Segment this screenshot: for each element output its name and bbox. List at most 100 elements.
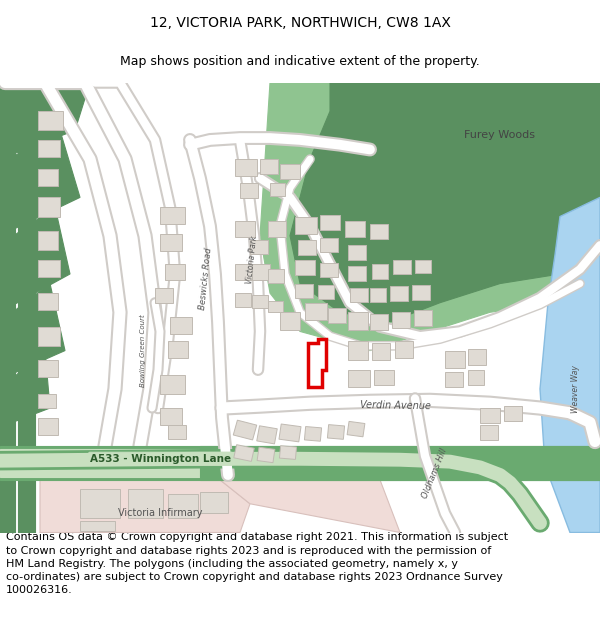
Polygon shape [160, 207, 185, 224]
Polygon shape [347, 421, 365, 437]
Polygon shape [160, 374, 185, 394]
Polygon shape [0, 207, 70, 312]
Polygon shape [445, 372, 463, 387]
Polygon shape [268, 221, 286, 237]
Polygon shape [370, 288, 386, 302]
Polygon shape [468, 349, 486, 365]
Polygon shape [390, 82, 440, 131]
Polygon shape [270, 183, 285, 196]
Polygon shape [504, 406, 522, 421]
Polygon shape [395, 341, 413, 358]
Text: Map shows position and indicative extent of the property.: Map shows position and indicative extent… [120, 56, 480, 68]
Polygon shape [233, 420, 257, 440]
Polygon shape [38, 327, 60, 346]
Polygon shape [280, 164, 300, 179]
Polygon shape [280, 312, 300, 329]
Polygon shape [200, 446, 600, 480]
Polygon shape [0, 449, 600, 477]
Polygon shape [155, 288, 173, 302]
Polygon shape [370, 314, 388, 329]
Text: Victoria Park: Victoria Park [245, 235, 259, 284]
Text: Bowling Green Court: Bowling Green Court [140, 314, 146, 387]
Polygon shape [235, 221, 255, 237]
Polygon shape [0, 82, 90, 159]
Polygon shape [38, 198, 60, 216]
Polygon shape [320, 238, 338, 252]
Polygon shape [235, 293, 251, 306]
Polygon shape [279, 424, 301, 442]
Polygon shape [393, 259, 411, 274]
Polygon shape [38, 394, 56, 408]
Polygon shape [290, 82, 600, 322]
Text: A533 - Winnington Lane: A533 - Winnington Lane [90, 454, 231, 464]
Polygon shape [345, 221, 365, 237]
Polygon shape [234, 444, 254, 461]
Polygon shape [268, 301, 283, 312]
Polygon shape [415, 259, 431, 273]
Polygon shape [200, 492, 228, 513]
Polygon shape [445, 351, 465, 368]
Polygon shape [0, 446, 600, 480]
Polygon shape [128, 489, 163, 518]
Polygon shape [328, 308, 346, 323]
Polygon shape [540, 198, 600, 532]
Polygon shape [38, 140, 60, 157]
Polygon shape [260, 82, 600, 351]
Polygon shape [374, 370, 394, 385]
Polygon shape [298, 241, 316, 255]
Polygon shape [468, 370, 484, 385]
Text: Contains OS data © Crown copyright and database right 2021. This information is : Contains OS data © Crown copyright and d… [6, 532, 508, 595]
Polygon shape [168, 341, 188, 358]
Polygon shape [0, 284, 65, 379]
Text: Weaver Way: Weaver Way [571, 365, 580, 413]
Polygon shape [170, 317, 192, 334]
Text: Victoria Infirmary: Victoria Infirmary [118, 508, 202, 518]
Polygon shape [390, 286, 408, 301]
Text: Beswicks Road: Beswicks Road [198, 248, 214, 311]
Polygon shape [480, 425, 498, 439]
Polygon shape [257, 448, 275, 462]
Polygon shape [392, 312, 410, 328]
Polygon shape [308, 339, 326, 387]
Polygon shape [80, 521, 115, 531]
Polygon shape [220, 480, 400, 532]
Polygon shape [372, 264, 388, 279]
Polygon shape [0, 82, 15, 532]
Polygon shape [480, 408, 500, 423]
Polygon shape [250, 241, 268, 254]
Polygon shape [412, 286, 430, 300]
Polygon shape [304, 426, 322, 441]
Polygon shape [370, 224, 388, 239]
Polygon shape [38, 111, 63, 131]
Polygon shape [0, 351, 50, 427]
Polygon shape [260, 159, 278, 174]
Polygon shape [348, 245, 366, 259]
Polygon shape [414, 311, 432, 326]
Polygon shape [295, 259, 315, 275]
Polygon shape [240, 183, 258, 198]
Polygon shape [320, 262, 338, 277]
Polygon shape [348, 341, 368, 360]
Polygon shape [318, 286, 334, 299]
Polygon shape [235, 264, 253, 280]
Text: 12, VICTORIA PARK, NORTHWICH, CW8 1AX: 12, VICTORIA PARK, NORTHWICH, CW8 1AX [149, 16, 451, 30]
Polygon shape [160, 234, 182, 251]
Polygon shape [38, 231, 58, 250]
Polygon shape [328, 424, 344, 439]
Polygon shape [38, 169, 58, 186]
Polygon shape [252, 264, 270, 280]
Polygon shape [280, 446, 296, 459]
Polygon shape [348, 312, 368, 329]
Polygon shape [320, 214, 340, 230]
Polygon shape [18, 82, 35, 532]
Polygon shape [80, 489, 120, 518]
Text: Furey Woods: Furey Woods [464, 130, 536, 140]
Polygon shape [268, 269, 284, 282]
Polygon shape [295, 284, 313, 298]
Polygon shape [168, 425, 186, 439]
Polygon shape [257, 426, 277, 444]
Text: Verdin Avenue: Verdin Avenue [359, 399, 431, 411]
Polygon shape [348, 266, 366, 281]
Polygon shape [295, 216, 317, 234]
Polygon shape [38, 293, 58, 311]
